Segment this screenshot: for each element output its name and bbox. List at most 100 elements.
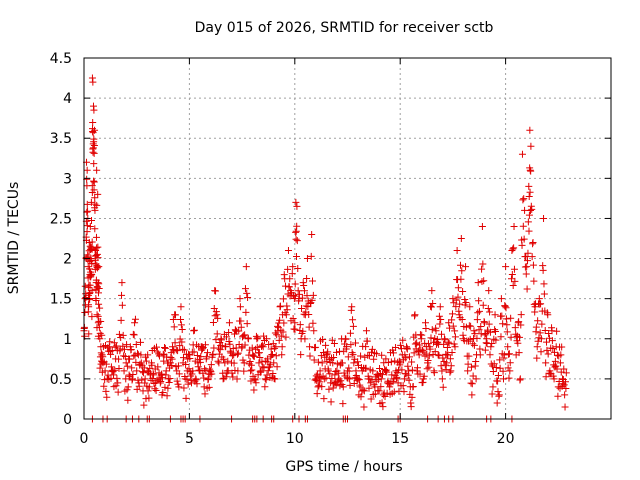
data-point xyxy=(122,359,130,367)
data-point xyxy=(83,166,91,174)
data-point xyxy=(83,200,91,208)
data-point xyxy=(528,205,536,213)
data-point xyxy=(554,392,562,400)
data-point xyxy=(462,323,470,331)
data-point xyxy=(314,358,322,366)
data-point xyxy=(499,367,507,375)
data-point xyxy=(319,335,327,343)
data-point xyxy=(373,350,381,358)
data-point xyxy=(241,341,249,349)
data-point xyxy=(446,324,454,332)
data-point xyxy=(120,352,128,360)
data-point xyxy=(363,337,371,345)
data-point xyxy=(318,383,326,391)
data-point xyxy=(529,239,537,247)
data-point xyxy=(166,374,174,382)
data-point xyxy=(519,196,527,204)
data-point xyxy=(437,315,445,323)
data-point xyxy=(526,188,534,196)
data-point xyxy=(453,247,461,255)
data-point xyxy=(95,285,103,293)
data-point xyxy=(294,264,302,272)
data-point xyxy=(548,337,556,345)
data-point xyxy=(455,311,463,319)
data-point xyxy=(458,315,466,323)
data-point xyxy=(93,311,101,319)
data-point xyxy=(399,382,407,390)
data-point xyxy=(154,363,162,371)
data-point xyxy=(145,394,153,402)
data-point xyxy=(379,391,387,399)
data-point xyxy=(130,352,138,360)
data-point xyxy=(338,359,346,367)
data-point xyxy=(99,359,107,367)
data-point xyxy=(272,352,280,360)
data-point xyxy=(152,386,160,394)
data-point xyxy=(402,354,410,362)
data-point xyxy=(255,359,263,367)
data-point xyxy=(181,375,189,383)
data-point xyxy=(501,302,509,310)
data-point xyxy=(465,352,473,360)
data-point xyxy=(129,370,137,378)
data-point xyxy=(94,190,102,198)
data-point xyxy=(230,351,238,359)
data-point xyxy=(91,200,99,208)
data-point xyxy=(240,367,248,375)
data-point xyxy=(350,359,358,367)
data-point xyxy=(528,253,536,261)
data-point xyxy=(120,367,128,375)
data-point xyxy=(525,227,533,235)
data-point xyxy=(379,403,387,411)
data-point xyxy=(144,387,152,395)
data-point xyxy=(265,340,273,348)
data-point xyxy=(476,351,484,359)
data-point xyxy=(502,304,510,312)
data-point xyxy=(525,192,533,200)
data-point xyxy=(438,330,446,338)
data-point xyxy=(558,343,566,351)
data-point xyxy=(405,376,413,384)
data-point xyxy=(92,233,100,241)
data-point xyxy=(254,334,262,342)
data-point xyxy=(464,367,472,375)
data-point xyxy=(368,348,376,356)
data-point xyxy=(293,222,301,230)
data-point xyxy=(92,296,100,304)
data-point xyxy=(438,375,446,383)
data-point xyxy=(122,375,130,383)
data-point xyxy=(81,282,89,290)
data-point xyxy=(505,374,513,382)
data-point xyxy=(448,316,456,324)
data-point xyxy=(207,361,215,369)
data-point xyxy=(293,202,301,210)
data-point xyxy=(365,384,373,392)
data-point xyxy=(134,349,142,357)
data-point xyxy=(416,341,424,349)
data-point xyxy=(464,360,472,368)
data-point xyxy=(97,317,105,325)
data-point xyxy=(527,167,535,175)
data-point xyxy=(526,207,534,215)
data-point xyxy=(436,320,444,328)
data-point xyxy=(502,263,510,271)
data-point xyxy=(377,375,385,383)
data-point xyxy=(536,329,544,337)
data-point xyxy=(309,291,317,299)
data-point xyxy=(360,403,368,411)
data-point xyxy=(291,292,299,300)
data-point xyxy=(462,263,470,271)
data-point xyxy=(326,370,334,378)
data-point xyxy=(411,340,419,348)
data-point xyxy=(85,303,93,311)
data-point xyxy=(91,225,99,233)
data-point xyxy=(359,386,367,394)
data-point xyxy=(233,350,241,358)
data-point xyxy=(561,403,569,411)
data-point xyxy=(416,331,424,339)
data-point xyxy=(308,296,316,304)
data-point xyxy=(504,364,512,372)
data-point xyxy=(506,367,514,375)
data-point xyxy=(239,332,247,340)
data-point xyxy=(415,351,423,359)
